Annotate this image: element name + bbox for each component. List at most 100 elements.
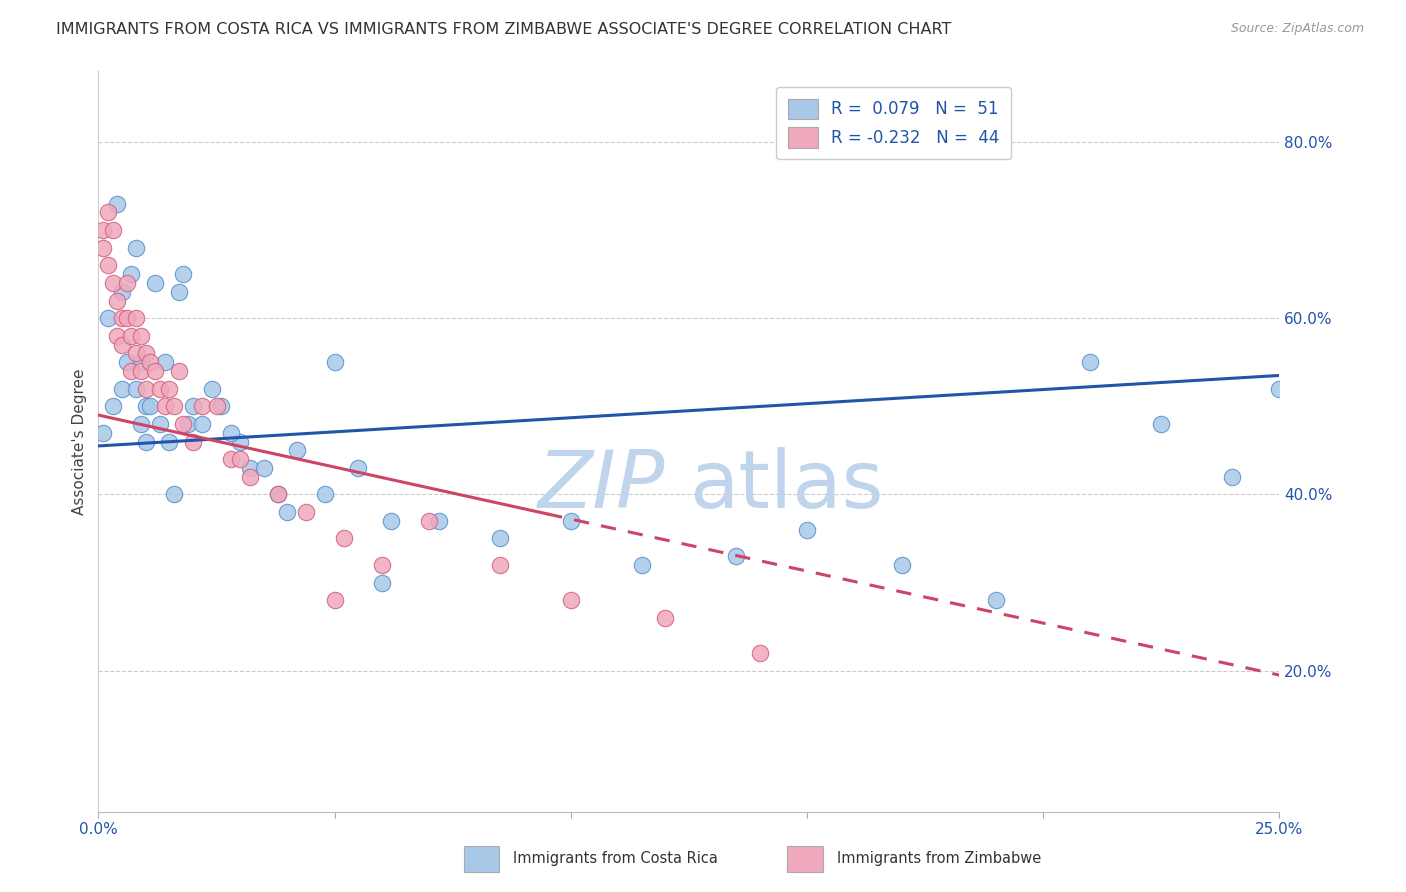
Point [97,258,120,272]
Point [101,223,124,237]
Text: Source: ZipAtlas.com: Source: ZipAtlas.com [1230,22,1364,36]
Point [149,382,172,396]
Point [191,417,214,431]
Point [630,558,652,572]
Point [91,425,114,440]
Point [143,276,166,290]
Point [129,364,152,378]
Point [219,425,242,440]
Point [115,276,138,290]
Point [143,364,166,378]
Point [323,355,346,369]
Point [229,434,252,449]
Point [105,293,128,308]
Point [135,434,157,449]
Point [418,514,440,528]
Point [97,311,120,326]
Point [984,593,1007,607]
Point [135,399,157,413]
Point [167,364,190,378]
Point [125,311,148,326]
Point [111,285,134,299]
Text: Immigrants from Zimbabwe: Immigrants from Zimbabwe [837,852,1040,866]
Point [191,399,214,413]
Point [253,461,276,475]
Point [560,514,582,528]
Point [125,346,148,360]
Point [115,355,138,369]
Point [1080,355,1102,369]
Point [333,532,356,546]
Point [323,593,346,607]
Point [371,575,394,590]
Point [725,549,748,563]
Point [97,205,120,219]
Point [125,382,148,396]
Y-axis label: Associate's Degree: Associate's Degree [72,368,87,515]
Point [111,382,134,396]
Point [153,355,176,369]
Text: IMMIGRANTS FROM COSTA RICA VS IMMIGRANTS FROM ZIMBABWE ASSOCIATE'S DEGREE CORREL: IMMIGRANTS FROM COSTA RICA VS IMMIGRANTS… [56,22,952,37]
Point [135,346,157,360]
Point [219,452,242,467]
Point [314,487,336,501]
Point [371,558,394,572]
Point [125,241,148,255]
Point [890,558,912,572]
Point [105,196,128,211]
Point [380,514,402,528]
Point [201,382,224,396]
Point [149,417,172,431]
Point [91,223,114,237]
Point [157,434,180,449]
Point [239,461,262,475]
Point [295,505,318,519]
Point [129,355,152,369]
Point [276,505,298,519]
Point [172,417,194,431]
Point [135,382,157,396]
Point [157,382,180,396]
Point [654,611,676,625]
Point [560,593,582,607]
Point [1220,470,1243,484]
Point [1150,417,1173,431]
Point [427,514,450,528]
Point [181,399,204,413]
Point [101,399,124,413]
Point [177,417,200,431]
Point [167,285,190,299]
Point [172,267,194,281]
Point [267,487,290,501]
Point [121,267,143,281]
Point [205,399,228,413]
Point [139,355,162,369]
Point [129,417,152,431]
Point [1268,382,1291,396]
Point [229,452,252,467]
Point [153,399,176,413]
Text: Immigrants from Costa Rica: Immigrants from Costa Rica [513,852,718,866]
Point [115,311,138,326]
Legend: R =  0.079   N =  51, R = -0.232   N =  44: R = 0.079 N = 51, R = -0.232 N = 44 [776,87,1011,160]
Point [489,532,512,546]
Point [239,470,262,484]
Point [111,311,134,326]
Point [129,328,152,343]
Point [111,337,134,351]
Point [163,399,186,413]
Point [347,461,370,475]
Point [489,558,512,572]
Point [121,364,143,378]
Point [796,523,818,537]
Point [748,646,770,660]
Point [267,487,290,501]
Point [105,328,128,343]
Point [163,487,186,501]
Point [121,328,143,343]
Point [139,399,162,413]
Text: atlas: atlas [689,447,883,525]
Text: ZIP: ZIP [538,447,665,525]
Point [181,434,204,449]
Point [91,241,114,255]
